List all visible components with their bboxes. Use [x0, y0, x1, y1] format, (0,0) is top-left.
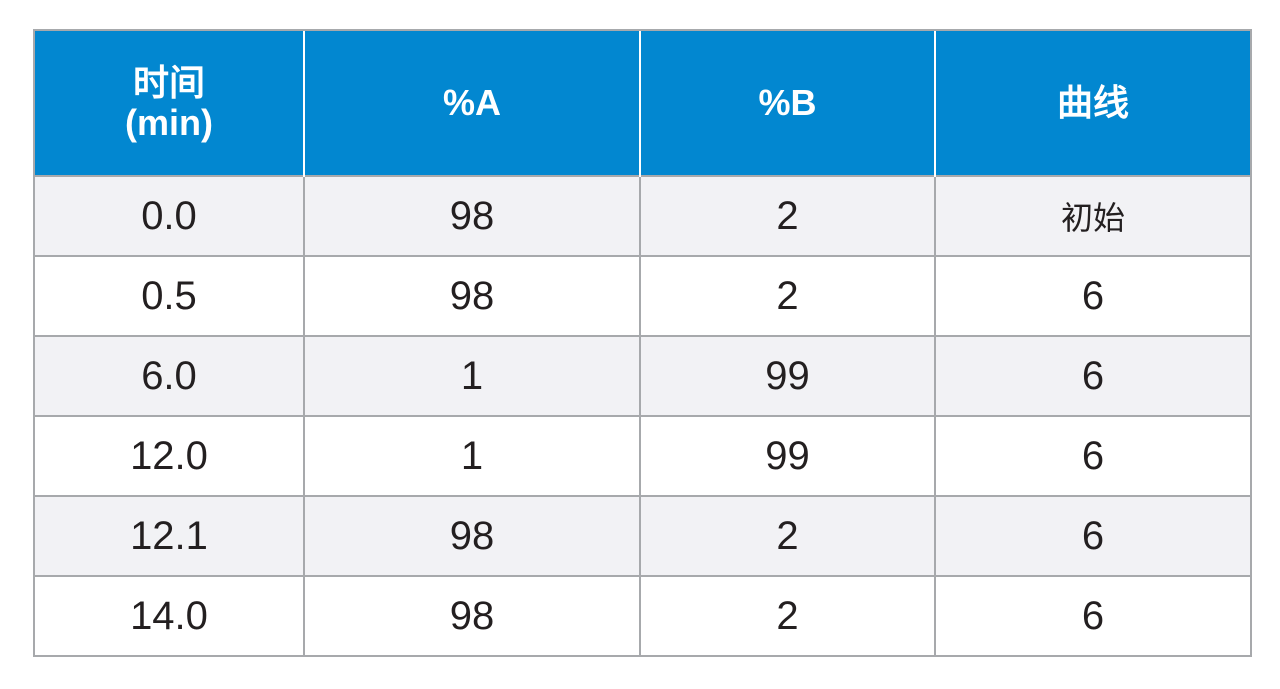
gradient-table: 时间 (min) %A %B 曲线 0.0 98 2 初始 [33, 29, 1252, 657]
header-percent-a-label: %A [442, 82, 501, 123]
cell-percent-a: 98 [303, 575, 641, 657]
header-percent-a: %A [303, 29, 640, 176]
header-curve: 曲线 [934, 29, 1252, 176]
cell-percent-b: 2 [639, 575, 936, 657]
cell-percent-a: 98 [303, 495, 641, 577]
cell-time: 0.0 [33, 175, 305, 257]
table-row: 12.0 1 99 6 [33, 415, 1252, 497]
header-time: 时间 (min) [33, 29, 304, 176]
table-row: 14.0 98 2 6 [33, 575, 1252, 657]
cell-percent-a: 98 [303, 255, 641, 337]
cell-percent-b: 2 [639, 175, 936, 257]
cell-percent-b: 99 [639, 335, 936, 417]
gradient-table-container: 时间 (min) %A %B 曲线 0.0 98 2 初始 [33, 29, 1252, 657]
table-row: 6.0 1 99 6 [33, 335, 1252, 417]
cell-time: 12.1 [33, 495, 305, 577]
cell-curve: 6 [934, 575, 1252, 657]
cell-percent-b: 2 [639, 255, 936, 337]
header-time-unit: (min) [125, 102, 213, 143]
header-time-label: 时间 [132, 62, 205, 103]
cell-curve: 初始 [934, 175, 1252, 257]
cell-curve: 6 [934, 335, 1252, 417]
table-row: 0.0 98 2 初始 [33, 175, 1252, 257]
cell-percent-a: 98 [303, 175, 641, 257]
cell-time: 12.0 [33, 415, 305, 497]
cell-curve: 6 [934, 495, 1252, 577]
cell-curve: 6 [934, 255, 1252, 337]
table-header-row: 时间 (min) %A %B 曲线 [33, 29, 1252, 176]
header-curve-label: 曲线 [1056, 82, 1129, 123]
table-row: 12.1 98 2 6 [33, 495, 1252, 577]
cell-percent-b: 2 [639, 495, 936, 577]
header-percent-b-label: %B [758, 82, 817, 123]
cell-time: 6.0 [33, 335, 305, 417]
cell-percent-a: 1 [303, 335, 641, 417]
cell-percent-a: 1 [303, 415, 641, 497]
header-percent-b: %B [639, 29, 935, 176]
cell-curve: 6 [934, 415, 1252, 497]
table-row: 0.5 98 2 6 [33, 255, 1252, 337]
cell-percent-b: 99 [639, 415, 936, 497]
cell-time: 0.5 [33, 255, 305, 337]
cell-time: 14.0 [33, 575, 305, 657]
